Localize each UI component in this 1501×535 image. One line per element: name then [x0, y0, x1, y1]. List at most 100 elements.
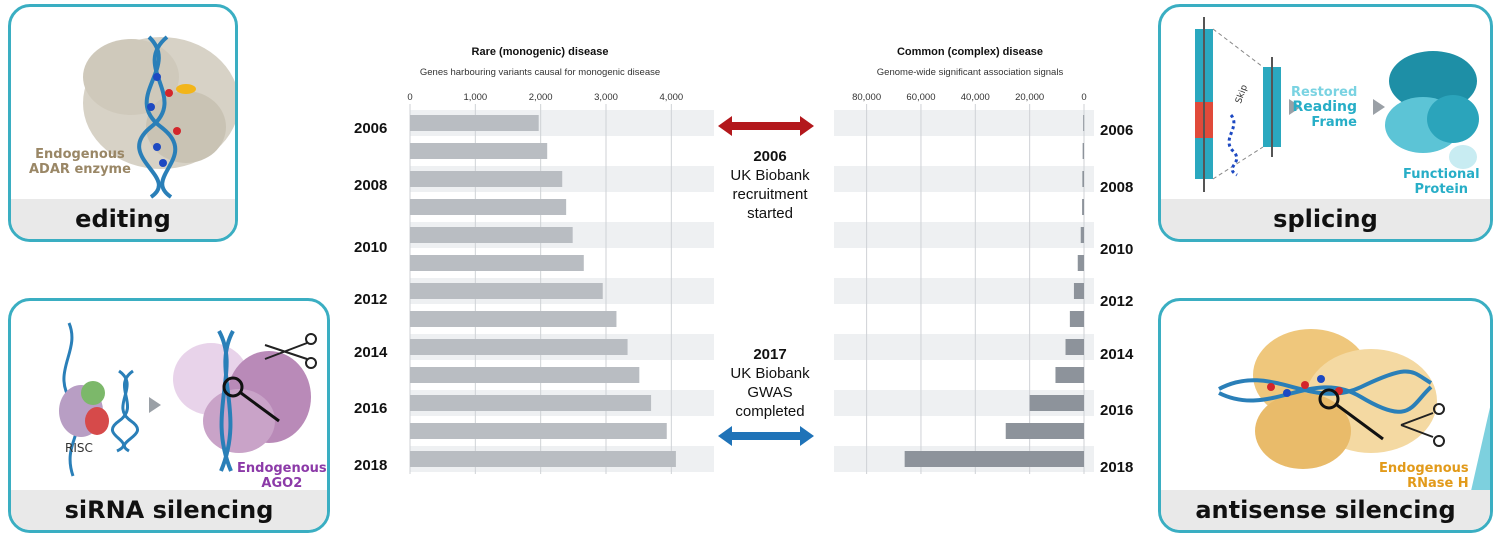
x-tick-label: 60,000	[906, 92, 935, 103]
band-2006	[834, 110, 1094, 136]
bar-2012	[1073, 283, 1084, 299]
red-double-arrow-icon	[718, 116, 814, 136]
protein-word: Protein	[1414, 182, 1469, 197]
splicing-illustration	[1195, 17, 1479, 192]
rnase-h-label: Endogenous RNase H	[1379, 461, 1469, 491]
bar-2008	[1082, 171, 1084, 187]
bar-2018	[410, 451, 676, 467]
ago2-label: Endogenous AGO2	[237, 461, 327, 491]
note-bottom-line1: UK Biobank	[730, 365, 810, 382]
antisense-panel: Endogenous RNase H antisense silencing	[1158, 298, 1493, 533]
sirna-illustration	[59, 322, 317, 477]
bar-2016	[1029, 395, 1084, 411]
note-bottom-line2: GWAS	[747, 384, 793, 401]
bar-2006	[1083, 115, 1085, 131]
rare-disease-title: Rare (monogenic) disease	[471, 46, 609, 58]
year-label-left-2016: 2016	[354, 400, 388, 417]
year-label-left-2012: 2012	[354, 291, 388, 308]
note-bottom-line3: completed	[735, 403, 805, 420]
splicing-panel: Skip Restored Reading Frame Functional P…	[1158, 4, 1493, 242]
bar-2015	[410, 367, 640, 383]
bar-2011	[410, 255, 584, 271]
adar-label: Endogenous ADAR enzyme	[29, 147, 131, 177]
editing-caption: editing	[11, 199, 235, 239]
common-disease-chart-header: Common (complex) disease Genome-wide sig…	[800, 46, 1140, 78]
year-label-left-2006: 2006	[354, 120, 388, 137]
note-top-line3: started	[747, 205, 793, 222]
x-tick-label: 20,000	[1015, 92, 1044, 103]
x-tick-label: 1,000	[463, 92, 487, 103]
note-top-line2: recruitment	[732, 186, 808, 203]
biobank-recruitment-note: 2006 UK Biobank recruitment started	[690, 147, 850, 223]
bar-2017	[1005, 423, 1084, 439]
bar-2014	[1065, 339, 1084, 355]
rare-disease-subtitle: Genes harbouring variants causal for mon…	[419, 67, 661, 78]
common-disease-subtitle: Genome-wide significant association sign…	[876, 67, 1064, 78]
bar-2006	[410, 115, 539, 131]
frame-word: Frame	[1311, 115, 1357, 130]
sirna-panel: RISC Endogenous AGO2 siRNA silencing	[8, 298, 330, 533]
x-tick-label: 2,000	[529, 92, 553, 103]
antisense-caption: antisense silencing	[1161, 490, 1490, 530]
rare-disease-bar-chart: 0 1,000 2,000 3,000 4,000	[407, 92, 714, 474]
bar-2012	[410, 283, 603, 299]
reading-word: Reading	[1292, 99, 1357, 115]
bar-2015	[1055, 367, 1084, 383]
bar-2018	[904, 451, 1084, 467]
functional-protein-label: Functional Protein	[1403, 167, 1480, 197]
bar-2009	[1082, 199, 1084, 215]
blue-double-arrow-icon	[718, 426, 814, 446]
ago2-label-line1: Endogenous	[237, 461, 327, 476]
rare-disease-chart-header: Rare (monogenic) disease Genes harbourin…	[370, 46, 710, 78]
bar-2016	[410, 395, 652, 411]
band-2008	[834, 166, 1094, 192]
year-label-left-2008: 2008	[354, 177, 388, 194]
functional-word: Functional	[1403, 167, 1480, 182]
rnase-label-line1: Endogenous	[1379, 461, 1469, 476]
ago2-label-line2: AGO2	[261, 476, 303, 491]
adar-label-line2: ADAR enzyme	[29, 162, 131, 177]
bar-2014	[410, 339, 628, 355]
year-label-left-2018: 2018	[354, 457, 388, 474]
x-tick-label: 0	[407, 92, 412, 103]
note-top-year: 2006	[753, 148, 787, 165]
rnase-label-line2: RNase H	[1407, 476, 1469, 491]
x-tick-label: 40,000	[961, 92, 990, 103]
bar-2010	[1080, 227, 1084, 243]
bar-2008	[410, 171, 563, 187]
x-tick-label: 3,000	[594, 92, 618, 103]
bar-2007	[410, 143, 548, 159]
bar-2007	[1082, 143, 1084, 159]
year-label-left-2010: 2010	[354, 239, 388, 256]
antisense-illustration	[1218, 329, 1490, 491]
year-label-right-2010: 2010	[1100, 241, 1134, 258]
band-2012	[834, 278, 1094, 304]
bar-2013	[410, 311, 617, 327]
bar-2011	[1077, 255, 1084, 271]
band-2010	[834, 222, 1094, 248]
year-label-right-2016: 2016	[1100, 402, 1134, 419]
risc-label: RISC	[65, 441, 93, 455]
editing-panel: Endogenous ADAR enzyme editing	[8, 4, 238, 242]
bar-2013	[1069, 311, 1084, 327]
year-label-right-2018: 2018	[1100, 459, 1134, 476]
restored-word: Restored	[1291, 85, 1358, 100]
x-tick-label: 0	[1081, 92, 1086, 103]
year-label-right-2006: 2006	[1100, 122, 1134, 139]
common-disease-title: Common (complex) disease	[896, 46, 1044, 58]
restored-reading-frame-label: Restored Reading Frame	[1291, 85, 1357, 130]
note-bottom-year: 2017	[753, 346, 787, 363]
year-label-right-2014: 2014	[1100, 346, 1134, 363]
adar-enzyme-illustration	[83, 35, 235, 199]
year-label-right-2008: 2008	[1100, 179, 1134, 196]
year-label-left-2014: 2014	[354, 344, 388, 361]
common-disease-bar-chart: 80,000 60,000 40,000 20,000 0	[834, 92, 1094, 474]
splicing-caption: splicing	[1161, 199, 1490, 239]
sirna-caption: siRNA silencing	[11, 490, 327, 530]
bar-2017	[410, 423, 667, 439]
year-label-right-2012: 2012	[1100, 293, 1134, 310]
bar-2009	[410, 199, 567, 215]
x-tick-label: 4,000	[659, 92, 683, 103]
note-top-line1: UK Biobank	[730, 167, 810, 184]
biobank-gwas-note: 2017 UK Biobank GWAS completed	[690, 345, 850, 421]
